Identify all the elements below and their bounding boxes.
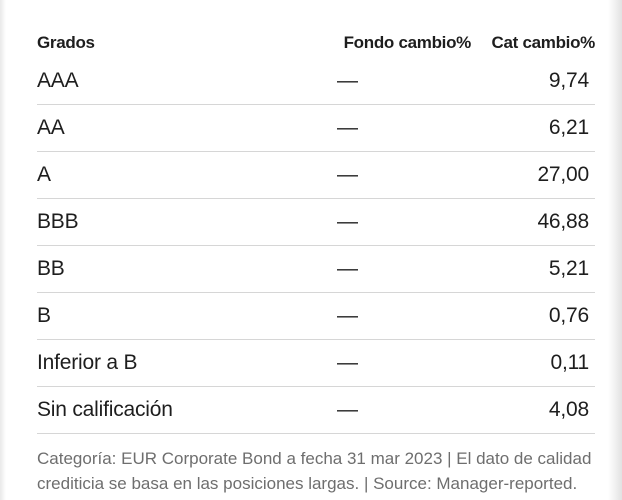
header-category-change: Cat cambio% xyxy=(473,28,596,58)
credit-quality-table-container: Grados Fondo cambio% Cat cambio% AAA — 9… xyxy=(37,28,595,434)
row-category-value: 6,21 xyxy=(473,104,595,152)
table-row: AA — 6,21 xyxy=(37,104,595,152)
table-footnote: Categoría: EUR Corporate Bond a fecha 31… xyxy=(37,449,592,493)
row-grade: Sin calificación xyxy=(37,386,337,434)
table-row: BB — 5,21 xyxy=(37,245,595,293)
table-row: B — 0,76 xyxy=(37,292,595,340)
right-frame-edge xyxy=(608,0,622,500)
row-category-value: 4,08 xyxy=(473,386,595,434)
row-category-value: 9,74 xyxy=(473,58,595,105)
row-grade: AA xyxy=(37,104,337,152)
table-row: A — 27,00 xyxy=(37,151,595,199)
header-cat-label: Cat xyxy=(491,33,519,52)
row-category-value: 5,21 xyxy=(473,245,595,293)
row-category-value: 27,00 xyxy=(473,151,595,199)
row-grade: BB xyxy=(37,245,337,293)
row-fund-value: — xyxy=(337,151,473,199)
row-fund-value: — xyxy=(337,198,473,246)
table-row: AAA — 9,74 xyxy=(37,58,595,105)
header-fund-change: Fondo cambio% xyxy=(337,28,473,58)
table-row: Sin calificación — 4,08 xyxy=(37,386,595,434)
row-grade: AAA xyxy=(37,58,337,105)
header-grades: Grados xyxy=(37,33,95,52)
header-fund-label: Fondo xyxy=(343,33,395,52)
row-fund-value: — xyxy=(337,292,473,340)
left-frame-edge xyxy=(0,0,6,500)
table-header-row: Grados Fondo cambio% Cat cambio% xyxy=(37,28,595,58)
credit-quality-table: Grados Fondo cambio% Cat cambio% AAA — 9… xyxy=(37,28,595,434)
row-category-value: 46,88 xyxy=(473,198,595,246)
row-grade: Inferior a B xyxy=(37,339,337,387)
row-category-value: 0,11 xyxy=(473,339,595,387)
header-cat-change-label: cambio% xyxy=(522,33,595,52)
table-row: Inferior a B — 0,11 xyxy=(37,339,595,387)
row-grade: B xyxy=(37,292,337,340)
row-fund-value: — xyxy=(337,386,473,434)
row-fund-value: — xyxy=(337,339,473,387)
header-fund-change-label: cambio% xyxy=(398,33,471,52)
row-category-value: 0,76 xyxy=(473,292,595,340)
row-grade: BBB xyxy=(37,198,337,246)
row-fund-value: — xyxy=(337,245,473,293)
row-fund-value: — xyxy=(337,104,473,152)
row-grade: A xyxy=(37,151,337,199)
table-row: BBB — 46,88 xyxy=(37,198,595,246)
row-fund-value: — xyxy=(337,58,473,105)
